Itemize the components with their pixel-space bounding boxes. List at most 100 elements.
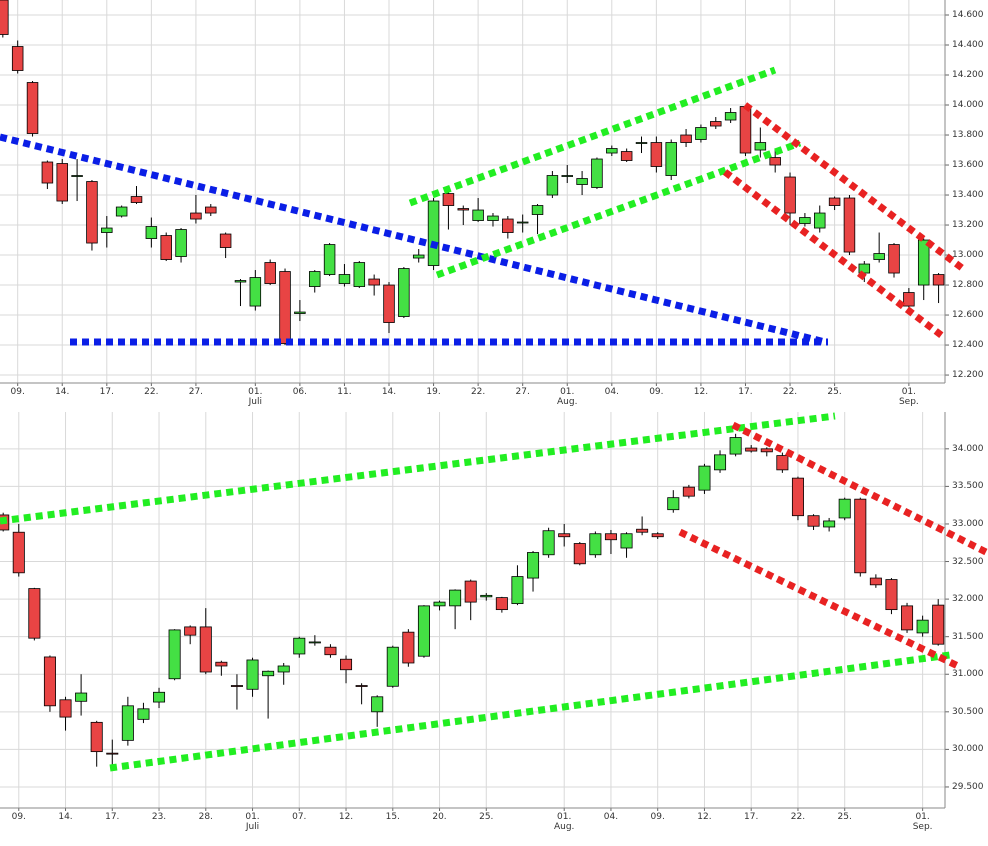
candle-body	[620, 151, 633, 161]
candle-body	[710, 121, 722, 127]
y-tick-label: 32.500	[952, 556, 984, 567]
x-tick-label: 09.	[11, 812, 26, 822]
trend-line	[742, 102, 965, 271]
candle-body	[383, 284, 395, 323]
candle-body	[371, 696, 384, 713]
candle-body	[695, 127, 707, 140]
candle-body	[527, 552, 540, 579]
candle-body	[843, 197, 856, 253]
candle-body	[769, 157, 781, 166]
trend-lines-bottom	[0, 412, 988, 772]
x-tick-label: 22.	[782, 387, 798, 397]
grid	[0, 0, 949, 811]
y-tick-label: 12.400	[952, 340, 984, 351]
candle-body	[472, 209, 484, 221]
candle-body	[561, 175, 573, 177]
x-tick-label: 20.	[432, 812, 447, 822]
candle-body	[576, 178, 588, 185]
candle-body	[71, 175, 83, 177]
y-tick-label: 13.000	[952, 250, 984, 261]
candle-body	[665, 142, 677, 176]
trend-line	[0, 412, 836, 525]
candle-body	[516, 221, 529, 224]
candle-body	[531, 205, 544, 215]
candle-body	[823, 520, 836, 528]
y-tick-label: 14.400	[952, 40, 984, 50]
x-tick-label: 06.	[292, 387, 308, 397]
candle-body	[589, 533, 602, 556]
x-tick-label: 14.	[58, 812, 73, 822]
candle-body	[903, 292, 915, 307]
y-tick-label: 31.000	[952, 669, 984, 680]
candle-body	[230, 685, 243, 687]
candle-body	[680, 134, 692, 143]
candle-body	[604, 533, 617, 541]
x-tick-label: 04.	[603, 812, 619, 822]
candle-body	[838, 498, 851, 519]
x-tick-label: 01. Aug.	[557, 387, 578, 407]
candle-body	[130, 196, 143, 203]
y-tick-label: 13.400	[952, 190, 984, 201]
x-tick-label: 11.	[337, 387, 352, 397]
y-tick-label: 30.500	[952, 706, 984, 717]
candle-body	[160, 235, 172, 260]
candle-body	[754, 142, 767, 151]
candle-body	[814, 212, 826, 229]
candle-body	[234, 280, 247, 283]
candle-body	[791, 477, 804, 517]
x-tick-label: 27.	[188, 387, 204, 397]
candle-body	[115, 206, 128, 217]
y-tick-label: 31.500	[952, 631, 984, 642]
candle-body	[368, 278, 380, 286]
x-tick-label: 04.	[604, 387, 619, 397]
x-tick-label: 14.	[381, 387, 397, 397]
trend-line	[408, 66, 777, 207]
candle-body	[784, 176, 796, 214]
x-tick-label: 09.	[649, 387, 664, 397]
x-tick-label: 09.	[650, 812, 665, 822]
candle-body	[916, 619, 929, 634]
candle-body	[854, 498, 867, 574]
candles-bottom	[0, 433, 945, 767]
y-tick-label: 34.000	[952, 443, 984, 454]
candle-body	[199, 626, 212, 673]
x-tick-label: 01. Juli	[248, 387, 263, 407]
candle-body	[324, 646, 337, 656]
candle-body	[591, 158, 603, 188]
candle-body	[175, 229, 187, 257]
candle-body	[153, 691, 166, 703]
y-tick-label: 12.800	[952, 280, 984, 291]
candle-body	[264, 262, 276, 284]
candle-body	[932, 604, 945, 645]
candle-body	[26, 82, 39, 134]
candle-body	[219, 233, 232, 248]
candle-body	[205, 206, 217, 214]
candle-body	[457, 208, 470, 211]
candle-body	[480, 594, 493, 598]
candle-body	[101, 227, 113, 233]
x-tick-label: 15.	[385, 812, 400, 822]
y-tick-label: 30.000	[952, 744, 984, 755]
trend-line	[435, 139, 802, 279]
y-tick-label: 33.500	[952, 481, 984, 492]
candle-body	[698, 465, 711, 491]
candle-body	[546, 175, 559, 196]
candle-body	[636, 528, 649, 533]
candle-body	[12, 531, 25, 574]
y-tick-label: 12.600	[952, 310, 984, 321]
candle-body	[511, 576, 524, 605]
candle-body	[59, 699, 72, 718]
candle-body	[106, 752, 119, 755]
trend-line	[678, 528, 962, 671]
x-tick-label: 28.	[198, 812, 213, 822]
candle-body	[502, 218, 514, 233]
candle-body	[799, 217, 811, 224]
candle-body	[714, 454, 727, 471]
candle-body	[90, 721, 103, 753]
x-tick-label: 19.	[426, 387, 441, 397]
candle-body	[28, 588, 41, 639]
x-tick-label: 01. Sep.	[898, 387, 919, 407]
trend-line	[0, 133, 826, 346]
candle-body	[353, 262, 366, 287]
